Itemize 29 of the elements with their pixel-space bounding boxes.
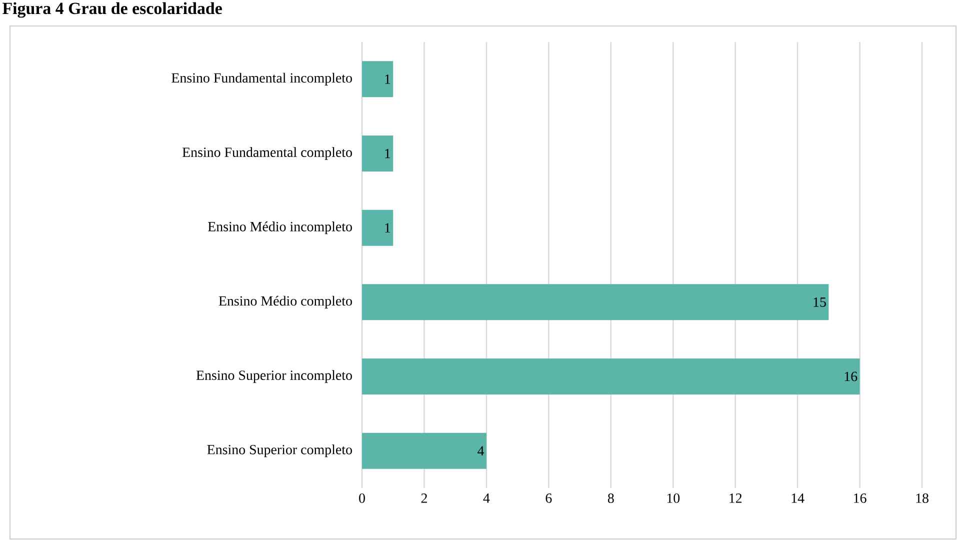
data-label: 4 <box>478 446 484 456</box>
bar <box>362 61 394 98</box>
y-tick-label: Ensino Fundamental incompleto <box>172 72 352 86</box>
bar <box>362 358 860 394</box>
x-tick-label: 16 <box>854 494 866 503</box>
data-label: 15 <box>814 297 826 307</box>
y-tick-label: Ensino Superior incompleto <box>196 370 352 383</box>
text: Figura 4 Grau de escolaridade <box>2 2 222 18</box>
bar <box>362 432 486 469</box>
x-tick-label: 12 <box>730 494 742 503</box>
x-tick-label: 2 <box>421 494 427 503</box>
bar <box>362 284 829 320</box>
y-tick-label: Ensino Superior completo <box>207 444 352 458</box>
data-label: 1 <box>385 74 390 84</box>
data-label: 1 <box>385 148 390 158</box>
bar <box>362 210 394 246</box>
bar <box>362 135 394 172</box>
x-tick-label: 0 <box>359 494 365 503</box>
y-tick-label: Ensino Médio incompleto <box>208 221 352 234</box>
x-tick-label: 6 <box>546 494 552 503</box>
y-tick-label: Ensino Fundamental completo <box>182 147 352 160</box>
y-tick-label: Ensino Médio completo <box>218 296 352 308</box>
data-label: 1 <box>385 223 390 232</box>
x-tick-label: 18 <box>916 494 928 503</box>
data-label: 16 <box>844 372 858 382</box>
x-tick-label: 8 <box>608 494 614 503</box>
x-tick-label: 14 <box>792 494 804 503</box>
x-tick-label: 10 <box>667 494 680 503</box>
x-tick-label: 4 <box>483 494 490 503</box>
